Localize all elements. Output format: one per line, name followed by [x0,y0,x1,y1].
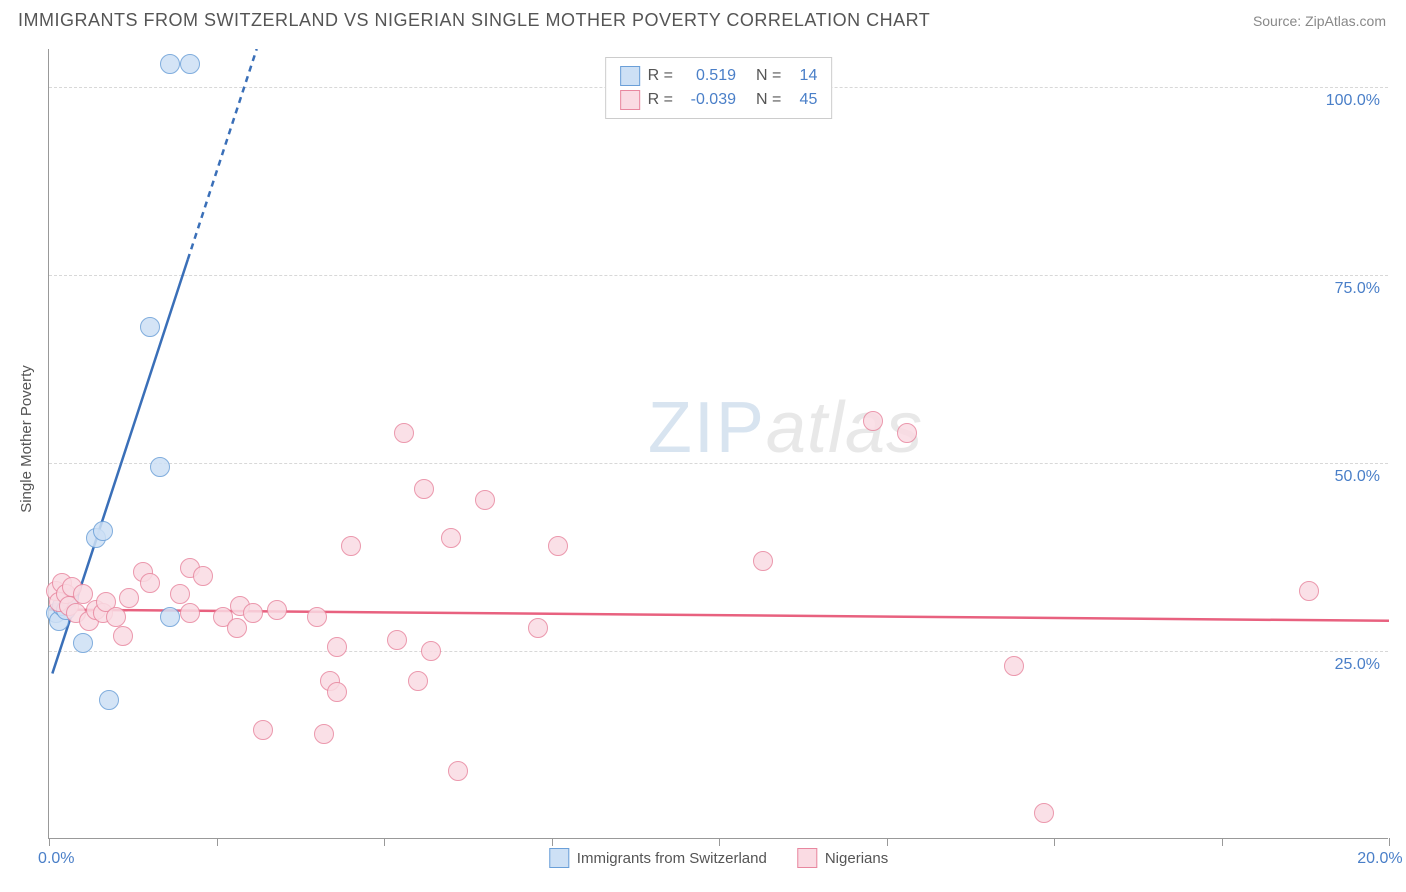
scatter-point [227,618,247,638]
scatter-point [341,536,361,556]
scatter-point [93,521,113,541]
scatter-point [180,603,200,623]
scatter-point [387,630,407,650]
x-tick [384,838,385,846]
legend-label: Nigerians [825,850,888,867]
scatter-point [180,54,200,74]
scatter-point [253,720,273,740]
r-value: -0.039 [681,88,736,112]
r-label: R = [648,88,673,112]
scatter-point [99,690,119,710]
x-tick [1054,838,1055,846]
n-label: N = [756,64,781,88]
scatter-point [475,490,495,510]
r-label: R = [648,64,673,88]
scatter-point [150,457,170,477]
scatter-point [863,411,883,431]
scatter-point [548,536,568,556]
legend-swatch [549,848,569,868]
x-tick [1389,838,1390,846]
scatter-point [119,588,139,608]
watermark: ZIPatlas [648,387,923,469]
scatter-point [408,671,428,691]
source-label: Source: ZipAtlas.com [1253,13,1386,29]
scatter-point [170,584,190,604]
plot-area: ZIPatlas 25.0%50.0%75.0%100.0%0.0%20.0%R… [48,49,1388,839]
legend-item: Nigerians [797,848,888,868]
x-tick [887,838,888,846]
n-value: 45 [789,88,817,112]
scatter-point [314,724,334,744]
scatter-point [193,566,213,586]
scatter-point [441,528,461,548]
scatter-point [394,423,414,443]
scatter-point [528,618,548,638]
legend-row: R = 0.519 N = 14 [620,64,818,88]
legend-swatch [620,66,640,86]
scatter-point [327,637,347,657]
scatter-point [113,626,133,646]
scatter-point [160,54,180,74]
y-tick-label: 50.0% [1335,468,1380,486]
scatter-point [106,607,126,627]
gridline [49,463,1388,464]
scatter-point [1004,656,1024,676]
scatter-point [160,607,180,627]
scatter-point [140,573,160,593]
chart-container: Single Mother Poverty ZIPatlas 25.0% 50.0… [0,39,1406,889]
scatter-point [421,641,441,661]
scatter-point [414,479,434,499]
r-value: 0.519 [681,64,736,88]
x-tick-label: 0.0% [38,850,74,868]
scatter-point [897,423,917,443]
scatter-point [327,682,347,702]
chart-title: IMMIGRANTS FROM SWITZERLAND VS NIGERIAN … [18,10,930,31]
gridline [49,275,1388,276]
trend-lines-svg [49,49,1389,839]
scatter-point [267,600,287,620]
x-tick [217,838,218,846]
series-legend: Immigrants from Switzerland Nigerians [549,848,888,868]
legend-item: Immigrants from Switzerland [549,848,767,868]
n-label: N = [756,88,781,112]
x-tick [719,838,720,846]
y-tick-label: 100.0% [1326,92,1380,110]
scatter-point [140,317,160,337]
legend-row: R = -0.039 N = 45 [620,88,818,112]
watermark-zip: ZIP [648,387,766,469]
scatter-point [243,603,263,623]
y-tick-label: 75.0% [1335,280,1380,298]
x-tick-label: 20.0% [1357,850,1402,868]
legend-swatch [620,90,640,110]
gridline [49,651,1388,652]
scatter-point [1034,803,1054,823]
legend-label: Immigrants from Switzerland [577,850,767,867]
scatter-point [1299,581,1319,601]
x-tick [552,838,553,846]
chart-header: IMMIGRANTS FROM SWITZERLAND VS NIGERIAN … [0,0,1406,39]
x-tick [1222,838,1223,846]
scatter-point [307,607,327,627]
y-axis-title: Single Mother Poverty [18,365,35,513]
x-tick [49,838,50,846]
legend-swatch [797,848,817,868]
n-value: 14 [789,64,817,88]
scatter-point [73,633,93,653]
scatter-point [753,551,773,571]
y-tick-label: 25.0% [1335,656,1380,674]
correlation-legend: R = 0.519 N = 14 R = -0.039 N = 45 [605,57,833,119]
scatter-point [448,761,468,781]
